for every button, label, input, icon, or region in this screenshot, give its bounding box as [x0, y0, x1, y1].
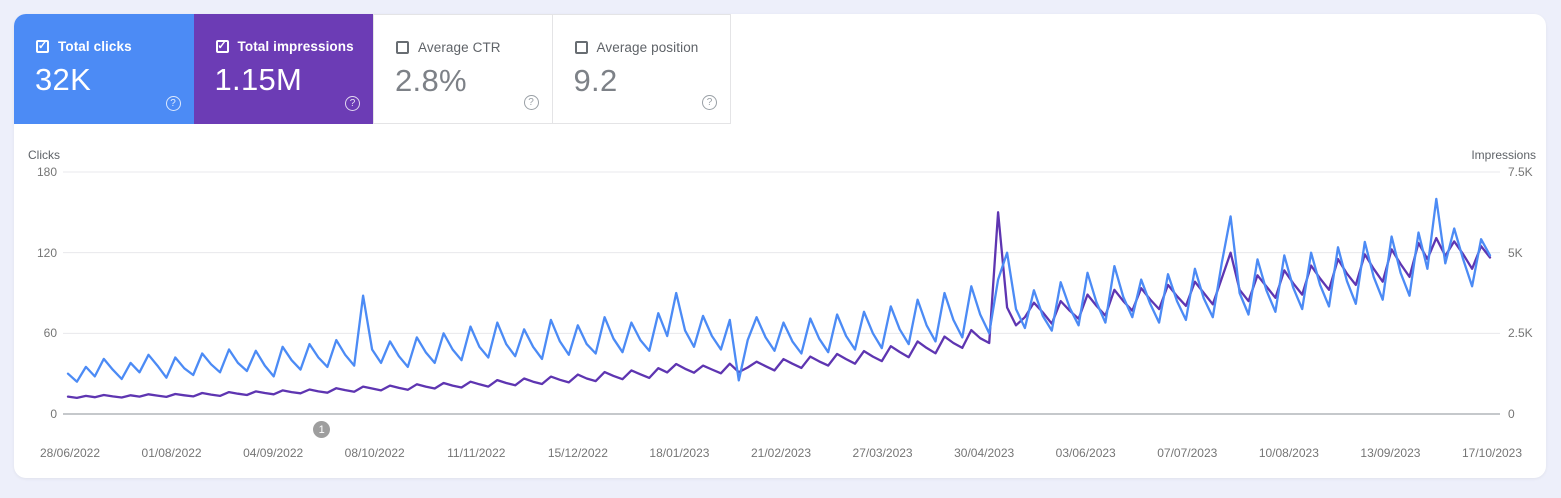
total-clicks-value: 32K	[35, 62, 92, 97]
clicks-impressions-line-chart	[63, 171, 1500, 415]
metric-card-total-impressions[interactable]: ✓ Total impressions 1.15M ?	[193, 14, 373, 124]
metric-card-total-clicks[interactable]: ✓ Total clicks 32K ?	[14, 14, 194, 124]
average-position-value: 9.2	[573, 63, 618, 98]
date-tick-label: 08/10/2022	[344, 446, 405, 460]
metric-card-label: Total impressions	[237, 39, 354, 54]
date-tick-label: 15/12/2022	[547, 446, 608, 460]
date-tick-label: 30/04/2023	[954, 446, 1015, 460]
metric-checkbox-row: Average position	[574, 40, 699, 55]
right-axis-title: Impressions	[1471, 148, 1536, 162]
date-tick-label: 10/08/2023	[1258, 446, 1319, 460]
help-icon[interactable]: ?	[165, 96, 181, 111]
left-tick-label: 0	[50, 407, 57, 421]
metric-checkbox-row: Average CTR	[396, 40, 501, 55]
metric-card-average-position[interactable]: Average position 9.2 ?	[551, 14, 731, 124]
date-tick-label: 11/11/2022	[447, 446, 506, 460]
date-tick-label: 01/08/2022	[141, 446, 202, 460]
average-position-checkbox[interactable]	[574, 41, 588, 54]
date-tick-label: 28/06/2022	[39, 446, 101, 460]
metric-checkbox-row: ✓ Total clicks	[36, 39, 132, 54]
total-impressions-value: 1.15M	[214, 62, 303, 97]
performance-panel: ✓ Total clicks 32K ? ✓ Total impressions…	[14, 14, 1546, 478]
right-tick-label: 5K	[1508, 245, 1523, 260]
metric-card-label: Total clicks	[58, 39, 132, 54]
date-tick-label: 13/09/2023	[1360, 446, 1421, 460]
left-tick-label: 60	[43, 326, 57, 341]
date-tick-label: 17/10/2023	[1461, 446, 1523, 460]
date-tick-label: 18/01/2023	[649, 446, 710, 460]
metric-card-average-ctr[interactable]: Average CTR 2.8% ?	[373, 14, 553, 124]
left-tick-label: 120	[36, 245, 57, 260]
total-clicks-checkbox[interactable]: ✓	[36, 40, 49, 53]
date-tick-label: 27/03/2023	[852, 446, 913, 460]
clicks-line-series	[66, 197, 1492, 383]
date-tick-label: 07/07/2023	[1157, 446, 1218, 460]
right-tick-label: 7.5K	[1508, 165, 1533, 179]
metric-card-label: Average CTR	[418, 40, 501, 55]
right-tick-label: 2.5K	[1508, 326, 1533, 341]
right-tick-label: 0	[1508, 407, 1515, 421]
average-ctr-checkbox[interactable]	[396, 41, 409, 54]
total-impressions-checkbox[interactable]: ✓	[215, 40, 229, 53]
metric-checkbox-row: ✓ Total impressions	[215, 39, 354, 54]
date-tick-label: 03/06/2023	[1055, 446, 1116, 460]
performance-chart: Clicks Impressions 180 120 60 0 7.5K 5K 2.5K 0…	[14, 124, 1546, 478]
help-icon[interactable]: ?	[345, 96, 360, 111]
date-tick-label: 04/09/2022	[243, 446, 304, 460]
annotation-marker-1[interactable]: 1	[313, 421, 331, 438]
metric-cards-row: ✓ Total clicks 32K ? ✓ Total impressions…	[14, 14, 1546, 124]
average-ctr-value: 2.8%	[395, 63, 467, 98]
date-tick-label: 21/02/2023	[750, 446, 812, 460]
help-icon[interactable]: ?	[702, 95, 717, 110]
metric-card-label: Average position	[596, 40, 699, 55]
help-icon[interactable]: ?	[523, 95, 539, 110]
left-tick-label: 180	[36, 165, 57, 179]
left-axis-title: Clicks	[28, 148, 60, 162]
